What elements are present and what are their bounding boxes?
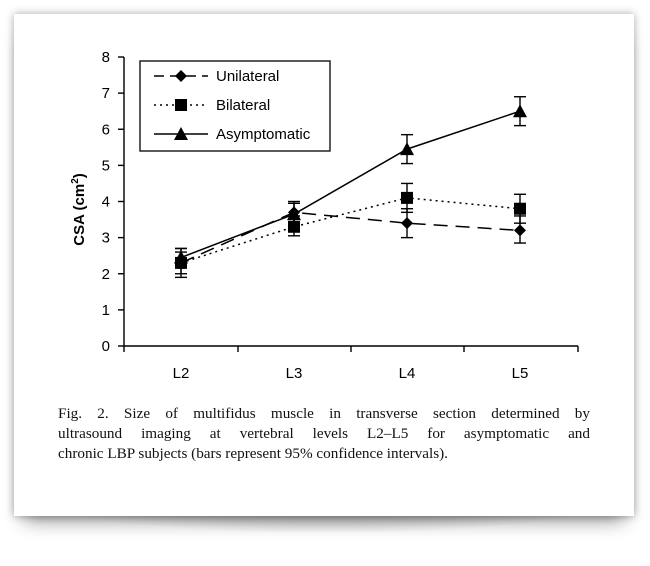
series-line-bilateral xyxy=(180,197,521,264)
y-axis-label: CSA (cm2) xyxy=(70,173,88,246)
y-tick-label: 7 xyxy=(102,85,110,102)
data-point-bilateral xyxy=(401,191,413,204)
figure-caption: Fig. 2. Size of multifidus muscle in tra… xyxy=(58,404,590,464)
caption-line-2: ultrasound imaging at vertebral levels L… xyxy=(58,425,590,442)
data-point-unilateral xyxy=(401,217,413,230)
legend-marker-unilateral xyxy=(175,70,187,82)
series-line-asymptomatic xyxy=(180,110,521,259)
y-tick-label: 6 xyxy=(102,121,110,138)
x-tick-label: L3 xyxy=(286,365,303,382)
caption-line-1: Fig. 2. Size of multifidus muscle in tra… xyxy=(58,405,590,422)
series-line-unilateral xyxy=(180,211,521,264)
y-tick-label: 2 xyxy=(102,266,110,283)
data-point-unilateral xyxy=(514,224,526,237)
y-tick-label: 0 xyxy=(102,338,110,355)
legend-marker-bilateral xyxy=(175,99,187,111)
y-tick-label: 5 xyxy=(102,157,110,174)
y-tick-label: 1 xyxy=(102,302,110,319)
data-point-asymptomatic xyxy=(287,207,301,221)
data-point-asymptomatic xyxy=(174,250,188,264)
data-point-asymptomatic xyxy=(400,142,414,156)
y-tick-label: 3 xyxy=(102,230,110,247)
legend-marker-asymptomatic xyxy=(174,127,188,140)
legend-box xyxy=(139,60,331,152)
x-tick-label: L4 xyxy=(399,365,416,382)
legend-label-unilateral: Unilateral xyxy=(216,68,279,85)
data-point-asymptomatic xyxy=(513,104,527,118)
line-chart: 0 1 2 3 4 5 6 7 8 L2 L3 L4 L5 CSA (cm2) Unilateral Bila… xyxy=(70,49,579,382)
data-point-bilateral xyxy=(514,202,526,215)
legend-label-bilateral: Bilateral xyxy=(216,97,270,114)
y-tick-label: 8 xyxy=(102,49,110,66)
caption-line-3: chronic LBP subjects (bars represent 95%… xyxy=(58,445,448,462)
y-tick-label: 4 xyxy=(102,194,110,211)
x-tick-label: L5 xyxy=(512,365,529,382)
data-point-bilateral xyxy=(288,220,300,233)
legend-label-asymptomatic: Asymptomatic xyxy=(216,126,311,143)
x-tick-label: L2 xyxy=(173,365,190,382)
